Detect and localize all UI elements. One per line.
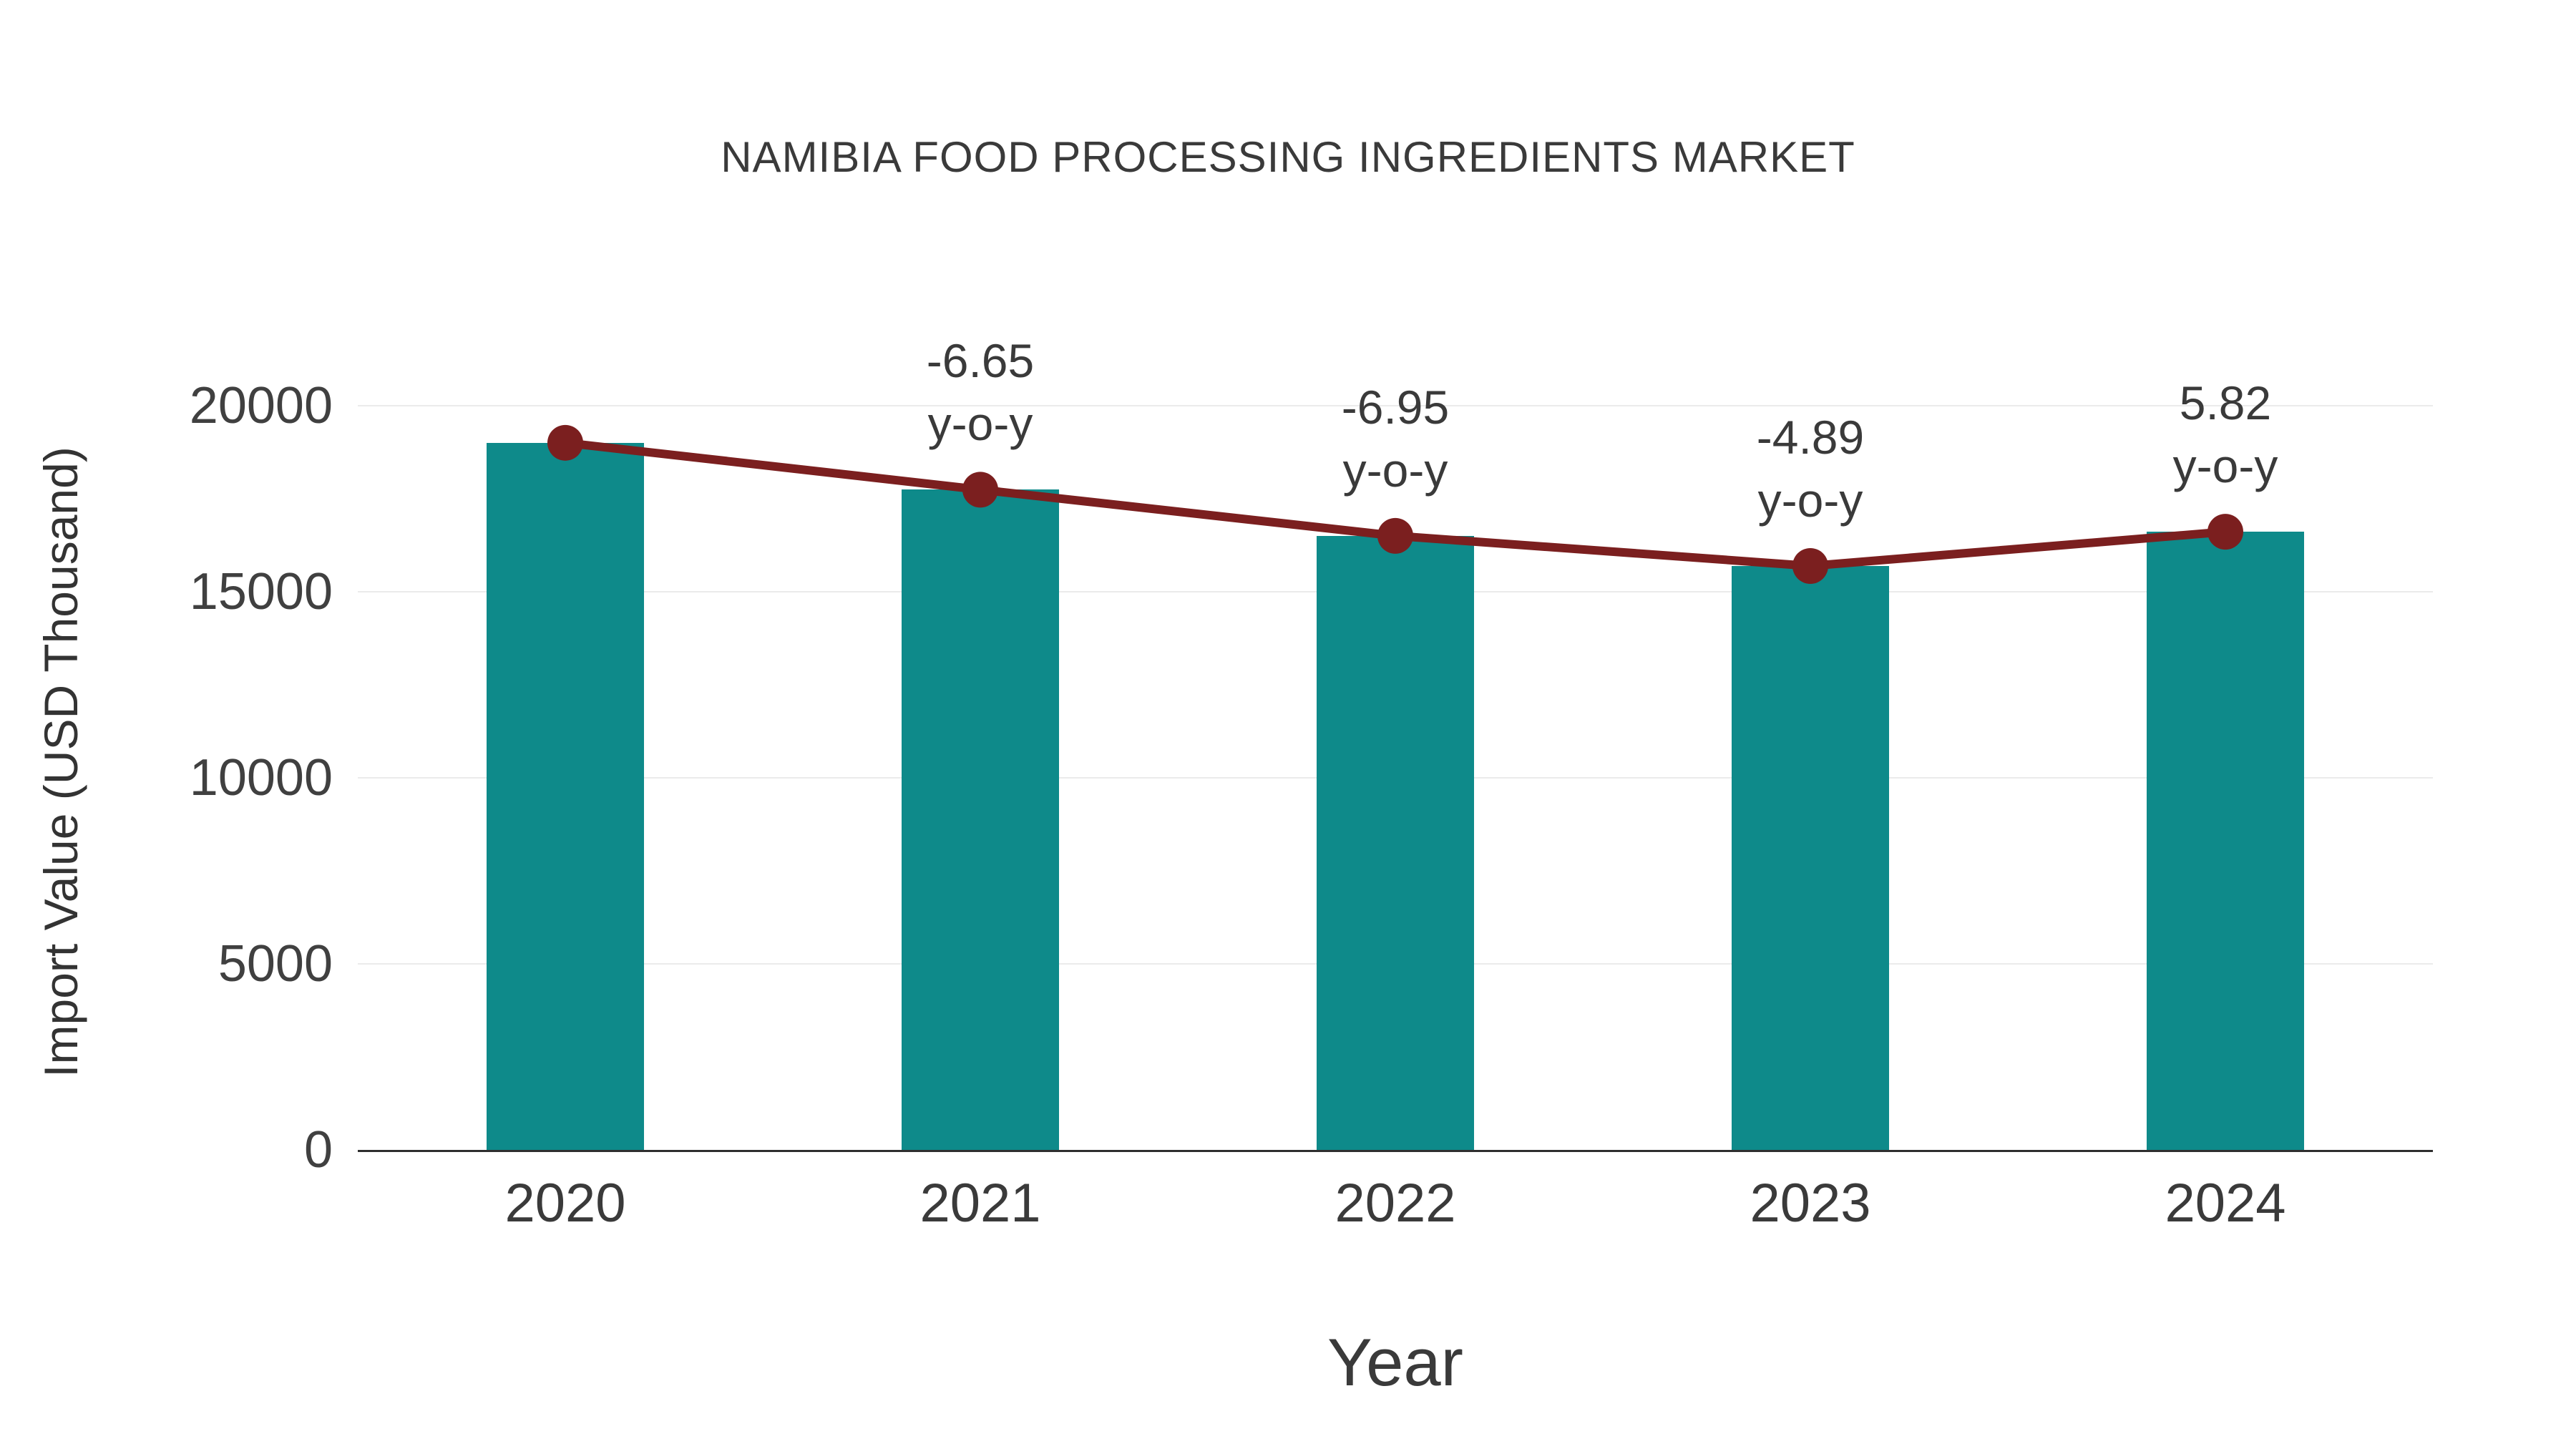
x-tick-label-2023: 2023 bbox=[1750, 1173, 1871, 1234]
chart-title: NAMIBIA FOOD PROCESSING INGREDIENTS MARK… bbox=[721, 133, 1855, 181]
yoy-suffix: y-o-y bbox=[927, 397, 1033, 451]
bar-2020 bbox=[487, 442, 644, 1150]
bar-2024 bbox=[2147, 532, 2304, 1150]
y-tick-label: 15000 bbox=[189, 562, 333, 620]
y-tick-label: 5000 bbox=[218, 935, 333, 992]
y-axis-ticks: 0 5000 10000 15000 20000 bbox=[93, 372, 333, 1176]
trend-line-layer bbox=[547, 424, 2243, 584]
trend-marker-2022 bbox=[1377, 517, 1413, 554]
x-axis-ticks: 2020 2021 2022 2023 2024 bbox=[358, 1172, 2433, 1244]
y-axis-label: Import Value (USD Thousand) bbox=[34, 447, 87, 1078]
plot-area: -6.65 y-o-y -6.95 y-o-y -4.89 y-o-y 5.82 y-o-y bbox=[358, 334, 2433, 1152]
bar-2021 bbox=[902, 489, 1059, 1150]
trend-marker-2024 bbox=[2207, 514, 2243, 550]
x-tick-label-2020: 2020 bbox=[504, 1173, 626, 1234]
x-tick-label-2021: 2021 bbox=[919, 1173, 1041, 1234]
y-tick-label: 0 bbox=[303, 1121, 333, 1179]
bar-2022 bbox=[1317, 535, 1474, 1150]
yoy-annotation-2024: 5.82 y-o-y bbox=[2173, 371, 2278, 497]
yoy-value: 5.82 bbox=[2179, 376, 2272, 430]
x-axis-label: Year bbox=[1327, 1324, 1463, 1400]
yoy-value: -4.89 bbox=[1756, 410, 1865, 464]
yoy-annotation-2023: -4.89 y-o-y bbox=[1757, 406, 1864, 532]
y-tick-label: 10000 bbox=[189, 748, 333, 806]
trend-marker-2020 bbox=[547, 424, 583, 461]
x-tick-label-2024: 2024 bbox=[2165, 1173, 2286, 1234]
bar-2023 bbox=[1732, 565, 1889, 1150]
x-tick-label-2022: 2022 bbox=[1335, 1173, 1456, 1234]
yoy-annotation-2021: -6.65 y-o-y bbox=[927, 329, 1034, 455]
y-tick-label: 20000 bbox=[189, 376, 333, 434]
yoy-annotation-2022: -6.95 y-o-y bbox=[1342, 376, 1449, 502]
yoy-value: -6.95 bbox=[1341, 380, 1450, 434]
trend-marker-2021 bbox=[962, 472, 998, 508]
gridline bbox=[358, 404, 2433, 406]
yoy-value: -6.65 bbox=[926, 334, 1035, 388]
yoy-suffix: y-o-y bbox=[1342, 443, 1448, 497]
yoy-suffix: y-o-y bbox=[2172, 439, 2278, 493]
trend-marker-2023 bbox=[1792, 547, 1828, 584]
yoy-suffix: y-o-y bbox=[1757, 473, 1863, 527]
